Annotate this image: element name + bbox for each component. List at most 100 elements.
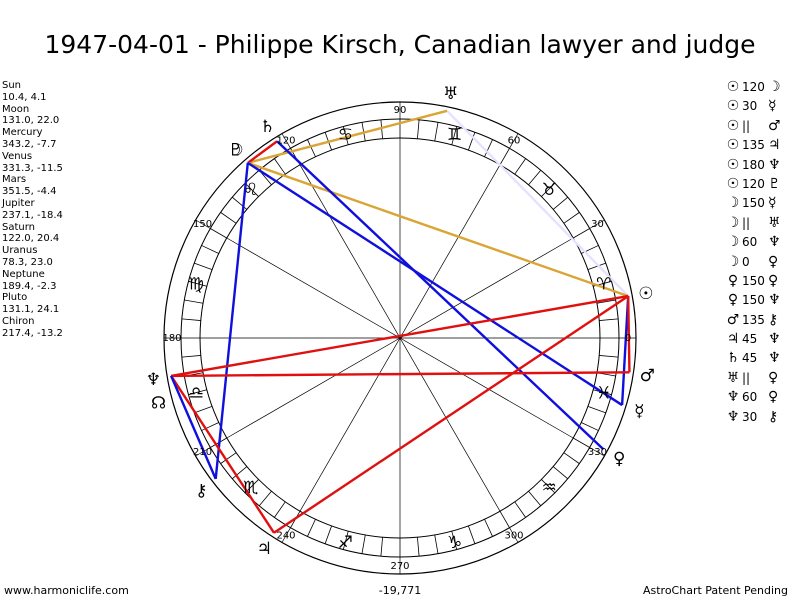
degree-label: 30: [591, 219, 604, 230]
aspect-planet-2: ♅: [768, 214, 781, 231]
aspect-planet-1: ☉: [726, 79, 740, 95]
tick-mark: [184, 299, 204, 304]
aspect-planet-1: ♅: [726, 369, 740, 386]
aspect-planet-1: ☉: [726, 156, 740, 173]
aspect-row: ☽ 150 ☿: [724, 194, 800, 213]
tick-mark: [342, 531, 349, 550]
aspect-angle: 60: [742, 235, 758, 250]
aspect-angle: 135: [742, 138, 765, 153]
aspect-table: ☉ 120 ☽ ☉ 30 ☿ ☉ || ♂ ☉ 135 ♃ ☉ 180 ♆ ☉ 120 ♇ ☽ 150 ☿ ☽ || ♅ ☽ 60…: [724, 78, 800, 427]
planet-saturn: ♄: [260, 117, 275, 137]
tick-mark: [210, 228, 227, 239]
position-name: Mercury: [2, 127, 43, 139]
tick-mark: [528, 169, 542, 186]
tick-mark: [307, 139, 316, 157]
degree-label: 270: [390, 561, 409, 572]
zodiac-sign-aquarius: ♒: [542, 478, 557, 498]
tick-mark: [514, 158, 526, 175]
spoke-extension: [195, 219, 211, 229]
position-name: Chiron: [2, 315, 35, 327]
degree-label: 90: [394, 105, 407, 116]
tick-mark: [258, 490, 272, 507]
aspect-row: ☉ || ♂: [724, 117, 800, 136]
aspect-planet-1: ☉: [726, 137, 740, 154]
tick-mark: [194, 406, 213, 414]
position-name: Pluto: [2, 292, 28, 304]
planet-north-node: ☊: [151, 394, 166, 414]
tick-mark: [380, 537, 383, 557]
tick-mark: [361, 534, 366, 554]
spoke-extension: [281, 133, 291, 149]
spoke-extension: [589, 219, 605, 229]
tick-mark: [573, 228, 590, 239]
tick-mark: [484, 139, 493, 157]
aspect-planet-2: ☽: [768, 79, 781, 95]
planet-venus: ♀: [613, 449, 625, 469]
aspect-planet-2: ⚷: [768, 408, 779, 425]
degree-label: 0: [625, 333, 631, 344]
tick-mark: [468, 132, 476, 151]
aspect-line: [273, 295, 629, 534]
aspect-line: [247, 161, 629, 298]
degree-label: 60: [508, 136, 521, 147]
aspect-row: ♆ 60 ♀: [724, 388, 800, 407]
aspect-angle: 30: [742, 99, 758, 114]
aspect-angle: 30: [742, 409, 758, 424]
aspect-row: ☉ 30 ☿: [724, 97, 800, 116]
zodiac-sign-aries: ♈: [596, 274, 611, 294]
footer-website: www.harmoniclife.com: [4, 584, 129, 597]
position-coords: 131.1, 24.1: [2, 304, 60, 316]
aspect-planet-2: ♃: [768, 137, 781, 154]
tick-mark: [541, 182, 556, 197]
tick-mark: [434, 122, 439, 142]
degree-label: 240: [276, 530, 295, 541]
aspect-line: [620, 296, 630, 406]
tick-mark: [563, 452, 580, 464]
aspect-planet-1: ♂: [726, 311, 740, 328]
position-coords: 237.1, -18.4: [2, 209, 63, 221]
aspect-row: ♅ || ♀: [724, 369, 800, 388]
planet-positions-list: Sun 10.4, 4.1 Moon 131.0, 22.0 Mercury 343.2,…: [2, 80, 112, 340]
position-coords: 10.4, 4.1: [2, 91, 47, 103]
aspect-line: [276, 140, 605, 451]
aspect-planet-2: ♆: [768, 350, 781, 367]
position-coords: 122.0, 20.4: [2, 233, 60, 245]
aspect-line: [170, 294, 629, 378]
aspect-planet-1: ♆: [726, 389, 740, 406]
aspect-planet-1: ♄: [726, 350, 740, 367]
aspect-line: [170, 375, 275, 534]
tick-mark: [274, 501, 286, 518]
aspect-angle: 0: [742, 254, 750, 269]
footer-number: -19,771: [378, 584, 422, 597]
aspect-row: ☉ 180 ♆: [724, 156, 800, 175]
tick-mark: [181, 318, 201, 321]
zodiac-sign-pisces: ♓: [596, 384, 611, 404]
aspect-planet-1: ♆: [726, 408, 740, 425]
tick-mark: [188, 389, 207, 396]
position-coords: 331.3, -11.5: [2, 162, 63, 174]
aspect-planet-1: ♀: [727, 272, 739, 289]
aspect-planet-2: ☿: [768, 195, 777, 212]
tick-mark: [587, 262, 606, 270]
tick-mark: [220, 212, 237, 224]
position-coords: 217.4, -13.2: [2, 327, 63, 339]
planet-glyphs: ☉ ☽ ☿ ♀ ♂ ♃ ♄ ♅ ♆ ♇ ⚷ ☊: [146, 84, 655, 559]
position-name: Mars: [2, 174, 27, 186]
aspect-row: ☉ 120 ♇: [724, 175, 800, 194]
aspect-line: [247, 161, 623, 407]
aspect-planet-2: ♇: [768, 175, 781, 192]
aspect-line: [247, 140, 278, 164]
aspect-row: ♆ 30 ⚷: [724, 408, 800, 427]
tick-mark: [201, 422, 219, 431]
tick-mark: [201, 245, 219, 254]
aspect-row: ♄ 45 ♆: [724, 349, 800, 368]
zodiac-sign-scorpio: ♏: [243, 478, 258, 498]
tick-mark: [451, 531, 458, 550]
aspect-line: [247, 109, 448, 165]
zodiac-sign-sagittarius: ♐: [338, 533, 353, 553]
position-coords: 351.5, -4.4: [2, 186, 57, 198]
position-coords: 189.4, -2.3: [2, 280, 57, 292]
aspect-planet-1: ☉: [726, 98, 740, 115]
tick-mark: [324, 525, 332, 544]
